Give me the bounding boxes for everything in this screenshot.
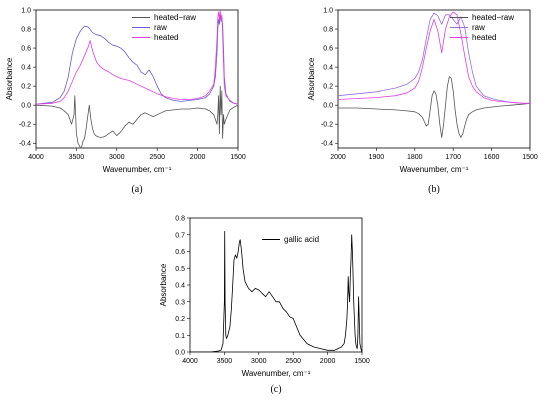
y-tick-label: 0.3	[175, 299, 185, 306]
legend-label: heated−raw	[472, 13, 514, 22]
x-tick-label: 2000	[320, 358, 336, 365]
legend-label: heated	[154, 33, 178, 42]
x-axis-label: Wavenumber, cm⁻¹	[400, 165, 469, 174]
plot-frame	[189, 217, 363, 353]
y-tick-label: 0.2	[21, 84, 31, 91]
plot-frame	[35, 9, 239, 149]
legend-label: heated	[472, 33, 496, 42]
x-tick-label: 3000	[109, 154, 125, 161]
x-tick-label: 1700	[445, 154, 461, 161]
y-tick-label: 0.7	[175, 232, 185, 239]
chart-panel-2: 4000 3500 3000 2500 2000 1500 0.0 0.1 0.2 0.3 0.4 0…	[159, 216, 370, 396]
panel-caption: (b)	[428, 184, 440, 195]
y-axis-label: Absorbance	[159, 263, 168, 306]
series-line-2	[36, 10, 238, 105]
y-tick-label: 0.0	[175, 350, 185, 357]
y-tick-label: 0.8	[175, 216, 185, 223]
y-tick-label: 0.6	[323, 46, 333, 53]
x-tick-label: 3500	[69, 154, 85, 161]
chart-panel-0: 4000 3500 3000 2500 2000 1500 -0.4 -0.2 0.0 0.2 0.…	[5, 8, 246, 196]
x-tick-label: 1500	[522, 154, 538, 161]
x-tick-label: 3500	[217, 358, 233, 365]
y-tick-label: 0.4	[21, 65, 31, 72]
y-tick-label: 0.8	[21, 27, 31, 34]
y-tick-label: -0.4	[321, 141, 333, 148]
y-axis-label: Absorbance	[307, 57, 316, 100]
x-tick-label: 1900	[369, 154, 385, 161]
x-tick-label: 2000	[190, 154, 206, 161]
series-line-2	[338, 11, 530, 104]
series-line-0	[338, 76, 530, 138]
y-tick-label: 0.4	[323, 65, 333, 72]
y-tick-label: 1.0	[323, 8, 333, 15]
y-tick-label: 1.0	[21, 8, 31, 15]
y-tick-label: 0.6	[21, 46, 31, 53]
y-tick-label: 0.2	[323, 84, 333, 91]
x-tick-label: 1600	[484, 154, 500, 161]
x-tick-label: 4000	[182, 358, 198, 365]
y-tick-label: -0.4	[19, 141, 31, 148]
y-axis-label: Absorbance	[5, 57, 14, 100]
legend-label: raw	[472, 23, 485, 32]
y-tick-label: 0.5	[175, 266, 185, 273]
x-axis-label: Wavenumber, cm⁻¹	[103, 165, 172, 174]
series-line-1	[36, 14, 238, 105]
x-tick-label: 2000	[330, 154, 346, 161]
panel-caption: (a)	[131, 184, 142, 195]
legend-label: heated−raw	[154, 13, 196, 22]
x-tick-label: 4000	[28, 154, 44, 161]
y-tick-label: 0.1	[175, 333, 185, 340]
x-tick-label: 2500	[149, 154, 165, 161]
x-tick-label: 1800	[407, 154, 423, 161]
series-line-0	[36, 85, 238, 148]
chart-panel-1: 2000 1900 1800 1700 1600 1500 -0.4 -0.2 0.0 0.2 0.…	[307, 8, 538, 196]
x-tick-label: 1500	[230, 154, 246, 161]
y-tick-label: 0.0	[323, 103, 333, 110]
series-line-1	[338, 12, 530, 104]
y-tick-label: 0.6	[175, 249, 185, 256]
x-tick-label: 1500	[354, 358, 370, 365]
x-tick-label: 3000	[251, 358, 267, 365]
y-tick-label: 0.0	[21, 103, 31, 110]
legend-label: gallic acid	[284, 235, 319, 244]
plot-frame	[337, 9, 531, 149]
panel-caption: (c)	[270, 384, 281, 395]
legend-label: raw	[154, 23, 167, 32]
y-tick-label: 0.2	[175, 316, 185, 323]
y-tick-label: -0.2	[19, 122, 31, 129]
y-tick-label: -0.2	[321, 122, 333, 129]
x-tick-label: 2500	[285, 358, 301, 365]
series-line-0	[190, 230, 362, 352]
y-tick-label: 0.4	[175, 283, 185, 290]
y-tick-label: 0.8	[323, 27, 333, 34]
x-axis-label: Wavenumber, cm⁻¹	[242, 369, 311, 378]
